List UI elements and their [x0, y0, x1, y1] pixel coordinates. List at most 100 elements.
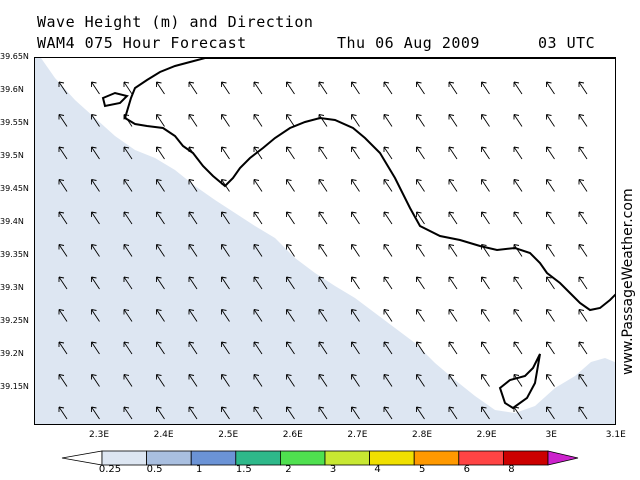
wave-arrow [221, 341, 230, 355]
legend-swatch [547, 450, 579, 466]
wave-arrow [221, 374, 230, 387]
wave-arrow [448, 114, 458, 127]
latitude-label: 39.25N [0, 316, 29, 325]
wave-arrow [578, 341, 588, 355]
latitude-label: 39.15N [0, 382, 29, 391]
wave-arrow [383, 81, 393, 95]
wave-arrow [448, 244, 458, 257]
legend-swatch [101, 450, 147, 466]
wave-arrow [156, 406, 165, 420]
wave-arrow [58, 114, 68, 127]
wave-arrow [481, 341, 490, 355]
wave-arrow [286, 374, 295, 387]
wave-arrow [156, 211, 165, 225]
wave-arrow [383, 309, 393, 322]
wave-arrow [188, 341, 198, 355]
wave-arrow [156, 276, 165, 290]
wave-arrow [318, 244, 328, 257]
wave-arrow [318, 146, 328, 160]
wave-arrow [513, 81, 523, 95]
wave-arrow [448, 276, 458, 290]
wave-arrow [58, 244, 68, 257]
wave-arrow [448, 211, 458, 225]
wave-arrow [481, 211, 490, 225]
legend-label: 5 [419, 464, 426, 475]
wave-arrow [416, 276, 425, 290]
longitude-label: 2.9E [476, 430, 497, 440]
legend-label: 1 [196, 464, 203, 475]
legend-label: 3 [329, 464, 337, 475]
wave-arrow [481, 146, 490, 160]
wave-arrow [513, 341, 523, 355]
wave-arrow [188, 114, 198, 127]
wave-arrow [481, 276, 490, 290]
longitude-label: 2.7E [347, 430, 368, 440]
wave-arrow [253, 81, 263, 95]
wave-arrow [383, 244, 393, 257]
wave-arrow [578, 179, 588, 192]
wave-arrow [513, 406, 523, 420]
longitude-label: 2.4E [153, 430, 174, 440]
wave-arrow [123, 406, 133, 420]
wave-arrow [221, 211, 230, 225]
wave-arrow [383, 211, 393, 225]
wave-arrow [123, 81, 133, 95]
wave-arrow [58, 309, 68, 322]
latitude-label: 39.65N [0, 52, 29, 61]
wave-arrow [58, 179, 68, 192]
wave-arrow [513, 211, 523, 225]
wave-arrow [253, 276, 263, 290]
wave-arrow [481, 406, 490, 420]
wave-arrow [156, 179, 165, 192]
longitude-label: 2.8E [412, 430, 432, 440]
wave-arrow [221, 81, 230, 95]
island-outline [101, 91, 129, 108]
wave-arrow [91, 374, 100, 387]
latitude-label: 39.35N [0, 250, 29, 259]
wave-arrow [448, 179, 458, 192]
wave-arrow [318, 179, 328, 192]
wave-arrow [383, 276, 393, 290]
wave-arrow [123, 374, 133, 387]
wave-arrow [123, 341, 133, 355]
wave-arrow [578, 114, 588, 127]
latitude-label: 39.5N [0, 151, 24, 160]
wave-arrow [546, 244, 555, 257]
wave-arrow [188, 374, 198, 387]
wave-arrow [91, 276, 100, 290]
wave-arrow [481, 81, 490, 95]
wave-arrow [448, 146, 458, 160]
wave-arrow [91, 309, 100, 322]
wave-arrow [578, 244, 588, 257]
wave-arrow [416, 406, 425, 420]
wave-arrow [253, 211, 263, 225]
wave-arrow [318, 341, 328, 355]
wave-arrow [58, 146, 68, 160]
legend-label: 2 [285, 464, 292, 475]
wave-arrow [58, 211, 68, 225]
wave-arrow [318, 211, 328, 225]
wave-arrow [221, 244, 230, 257]
wave-arrow [123, 309, 133, 322]
wave-arrow [286, 276, 295, 290]
wave-arrow [123, 146, 133, 160]
wave-direction-arrows [58, 81, 588, 420]
wave-arrow [91, 179, 100, 192]
wave-arrow [286, 81, 295, 95]
legend-colorbar [61, 450, 579, 466]
wave-arrow [253, 114, 263, 127]
wave-arrow [383, 374, 393, 387]
wave-arrow [91, 341, 100, 355]
wave-arrow [156, 244, 165, 257]
wave-arrow [91, 406, 100, 420]
wave-arrow [188, 179, 198, 192]
wave-arrow [351, 406, 360, 420]
legend-swatch [235, 450, 281, 466]
latitude-label: 39.45N [0, 184, 29, 193]
wave-arrow [156, 374, 165, 387]
legend-label: 0.5 [146, 464, 163, 475]
wave-arrow [123, 114, 133, 127]
wave-arrow [351, 276, 360, 290]
wave-arrow [156, 114, 165, 127]
wave-arrow [286, 244, 295, 257]
